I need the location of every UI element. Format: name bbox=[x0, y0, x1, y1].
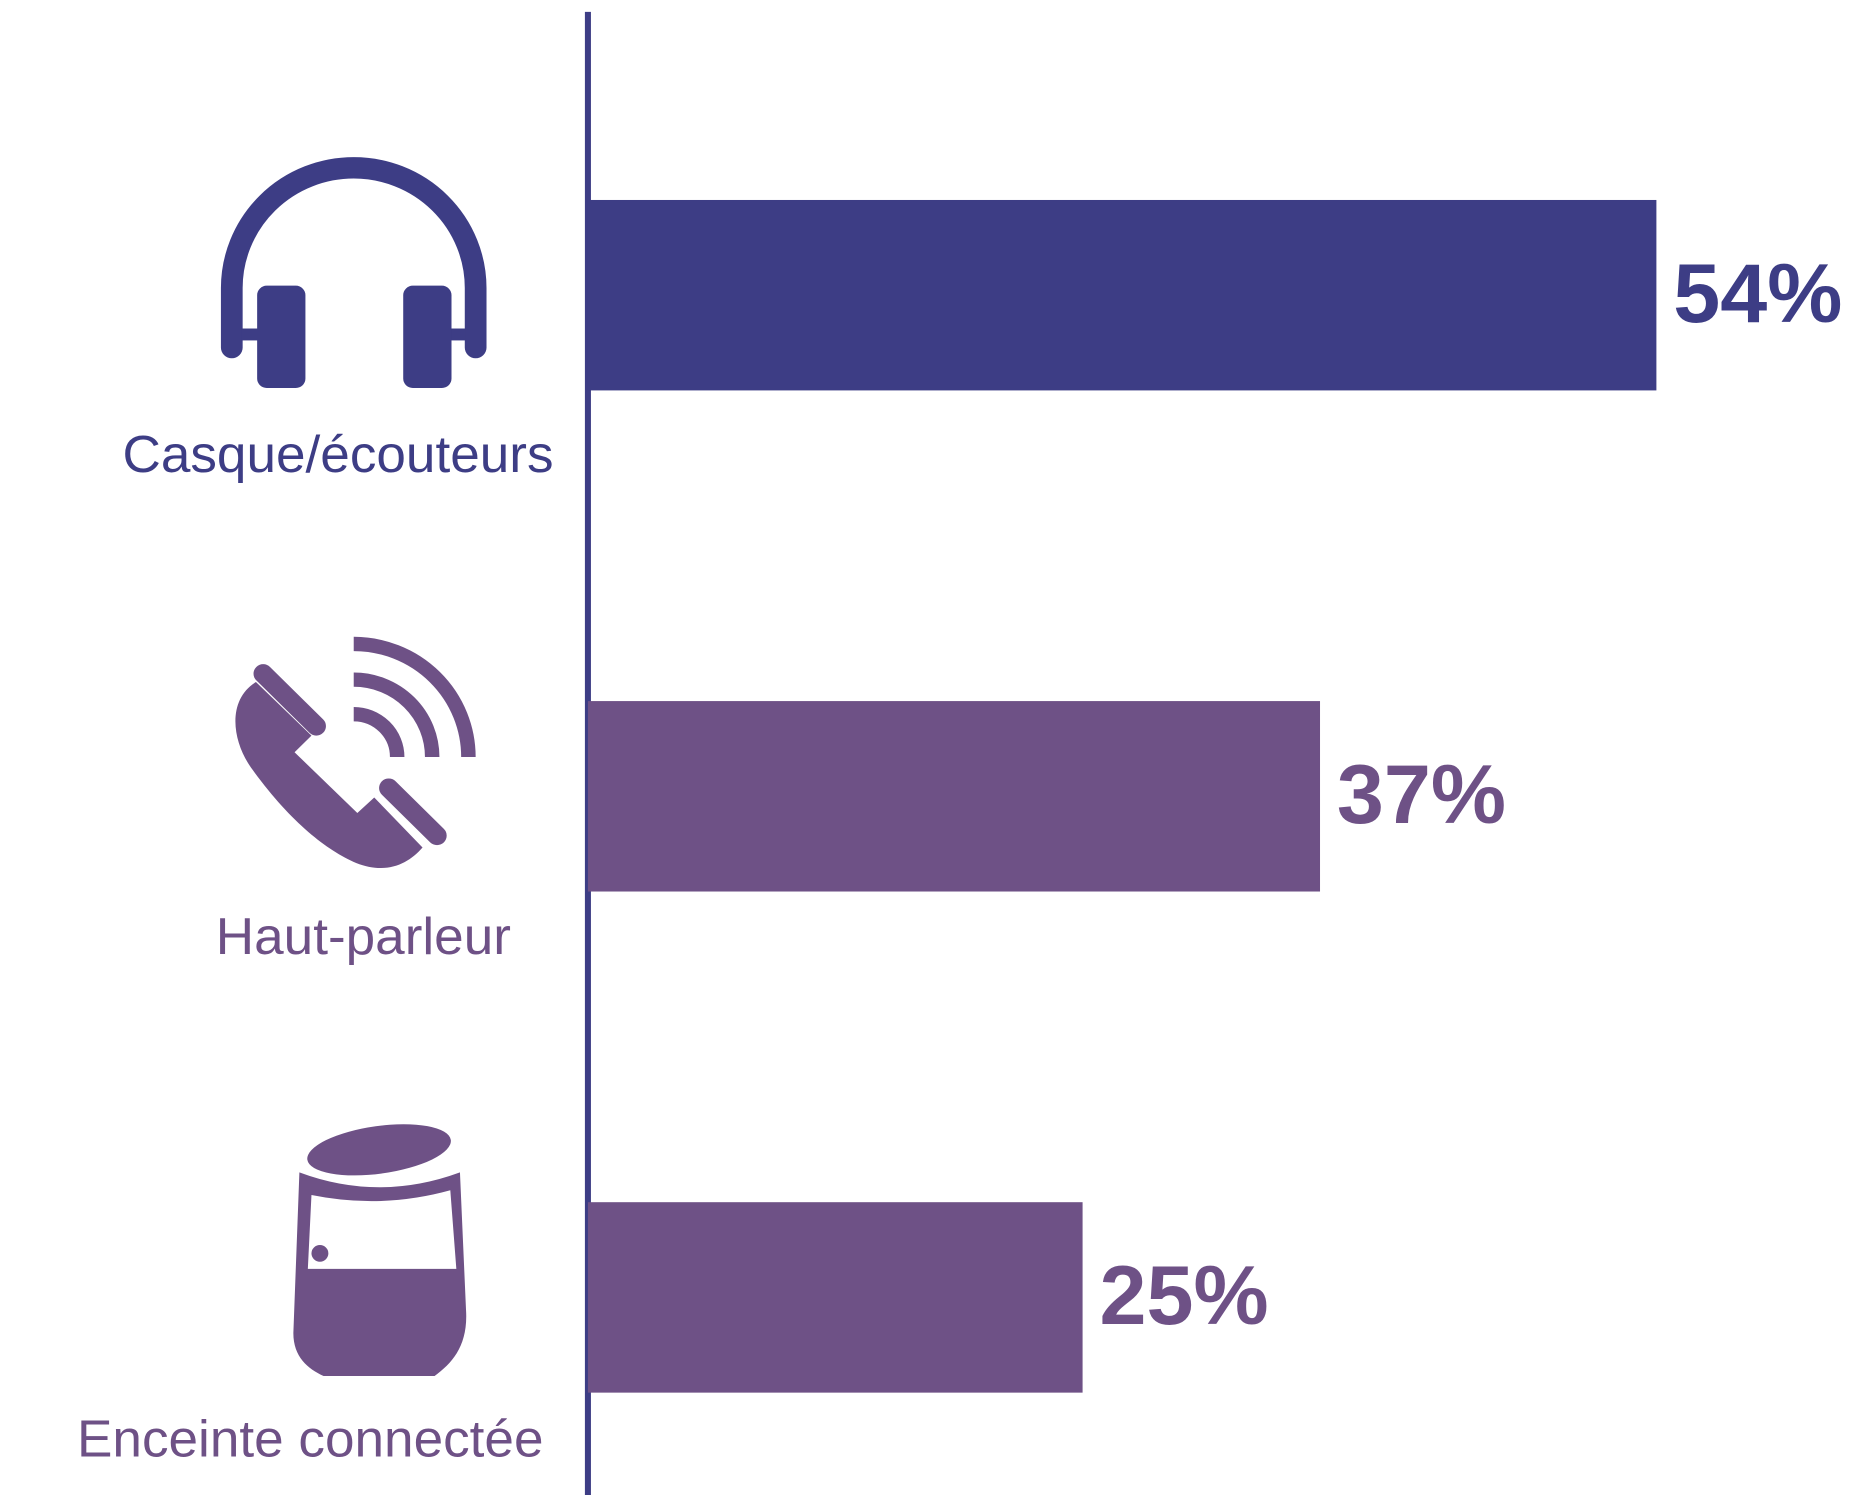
category-label: Haut-parleur bbox=[216, 907, 511, 966]
bar bbox=[587, 701, 1321, 892]
value-label: 54% bbox=[1673, 247, 1842, 340]
headphones-icon bbox=[220, 157, 487, 389]
bar bbox=[587, 1202, 1083, 1393]
speaker-icon bbox=[293, 1124, 467, 1376]
category-label: Casque/écouteurs bbox=[123, 425, 554, 484]
value-label: 37% bbox=[1337, 748, 1506, 841]
bar bbox=[587, 199, 1657, 391]
phone-icon bbox=[235, 636, 476, 869]
category-label: Enceinte connectée bbox=[77, 1410, 543, 1469]
value-label: 25% bbox=[1099, 1249, 1268, 1342]
